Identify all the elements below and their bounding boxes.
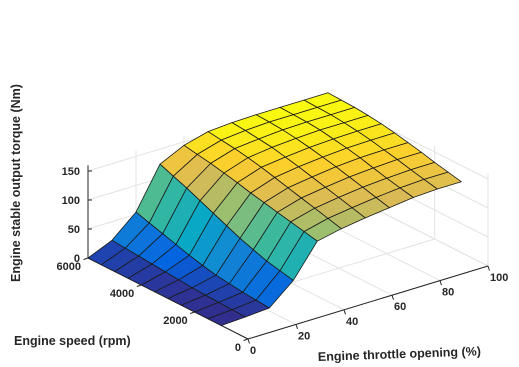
x-tick-mark	[295, 324, 298, 330]
y-tick-mark	[190, 311, 195, 314]
z-tick-label: 50	[68, 224, 80, 236]
x-tick-label: 20	[298, 330, 310, 342]
surface-mesh	[87, 92, 462, 326]
x-axis-line	[247, 265, 489, 340]
x-tick-label: 40	[346, 316, 358, 328]
y-tick-mark	[136, 284, 142, 287]
x-tick-label: 100	[490, 272, 508, 284]
y-axis-label: Engine speed (rpm)	[14, 334, 131, 348]
x-tick-label: 60	[394, 301, 406, 313]
z-tick-label: 100	[62, 195, 80, 207]
x-tick-label: 80	[442, 287, 454, 299]
surface-patch	[207, 309, 246, 326]
y-tick-label: 4000	[110, 288, 134, 300]
y-tick-label: 0	[235, 342, 241, 354]
x-tick-mark	[487, 265, 490, 271]
x-tick-mark	[247, 338, 250, 344]
z-axis-label: Engine stable output torque (Nm)	[9, 84, 23, 282]
y-tick-label: 2000	[163, 315, 187, 327]
z-tick-label: 0	[74, 253, 80, 265]
y-tick-mark	[243, 338, 249, 341]
x-tick-mark	[343, 309, 346, 315]
x-tick-mark	[391, 295, 394, 300]
y-tick-label: 6000	[57, 261, 81, 273]
z-tick-label: 150	[62, 166, 80, 178]
y-tick-mark	[83, 257, 89, 260]
x-tick-label: 0	[250, 345, 256, 357]
x-tick-mark	[439, 280, 442, 286]
x-axis-label: Engine throttle opening (%)	[318, 344, 482, 364]
